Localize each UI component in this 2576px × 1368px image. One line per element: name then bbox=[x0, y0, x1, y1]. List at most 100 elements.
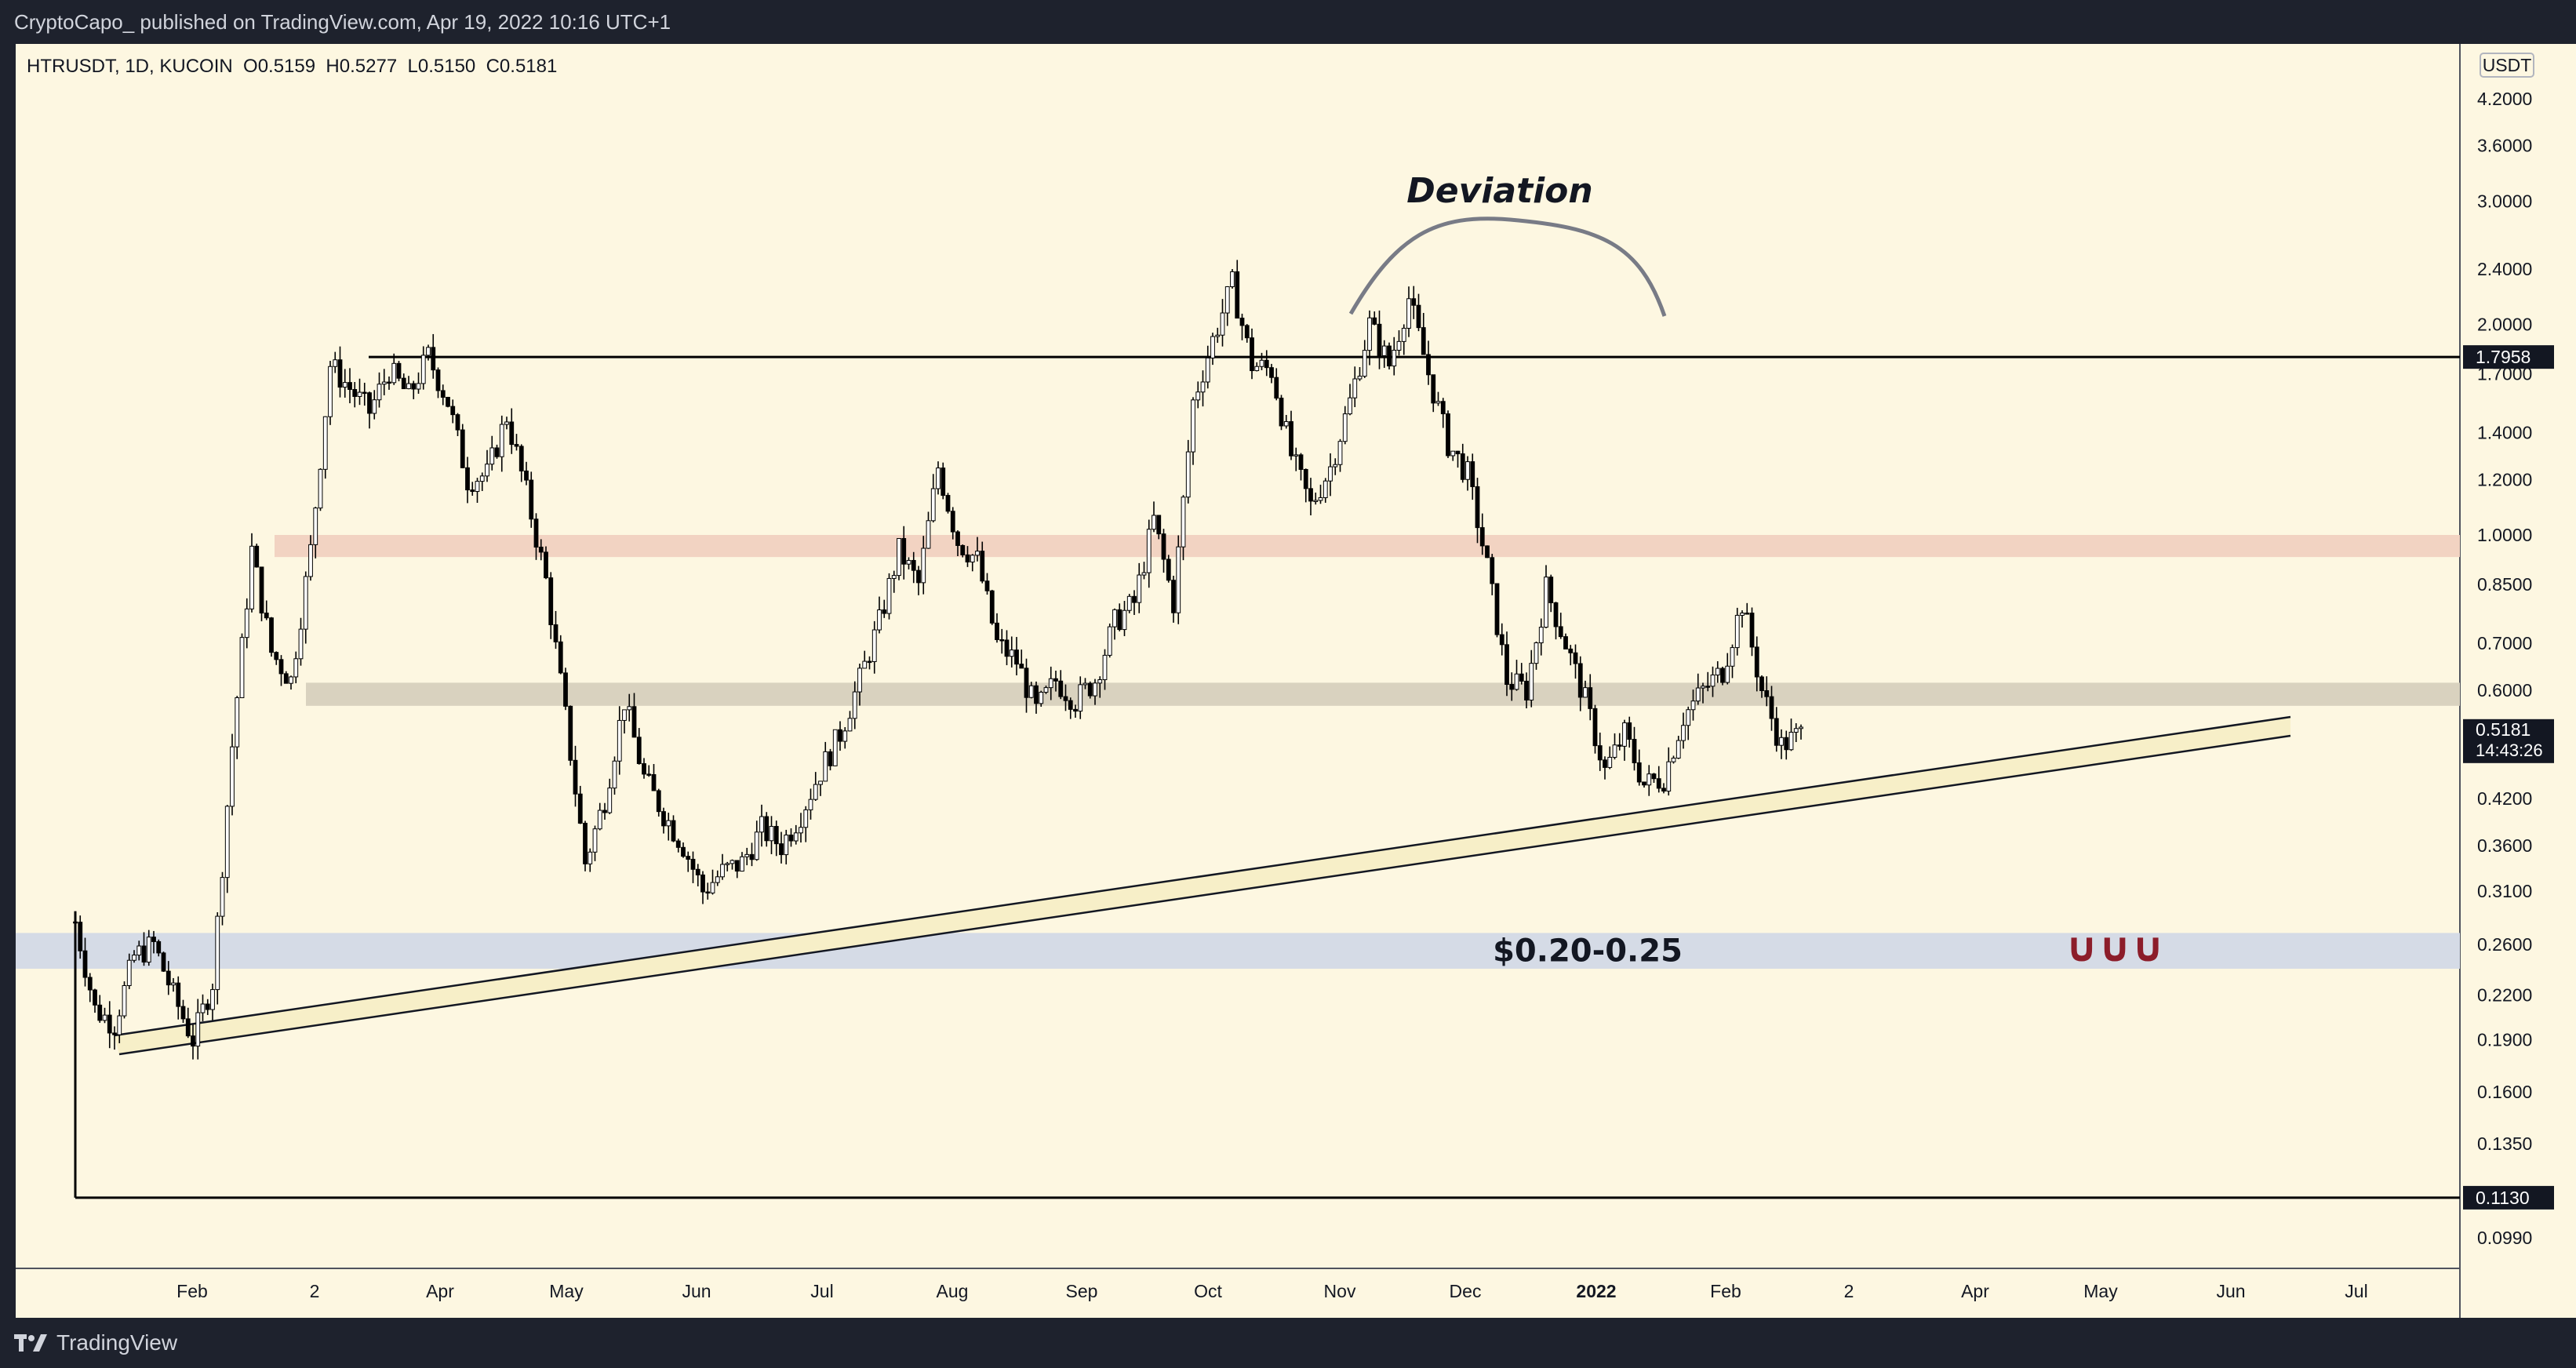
candle bbox=[102, 1007, 107, 1024]
candle-body bbox=[362, 391, 367, 395]
candle-body bbox=[799, 827, 803, 834]
publish-header: CryptoCapo_ published on TradingView.com… bbox=[0, 0, 2576, 44]
candle bbox=[1250, 328, 1254, 380]
candle-body bbox=[1406, 298, 1411, 329]
candle bbox=[989, 589, 995, 625]
candle bbox=[666, 813, 671, 841]
candle bbox=[205, 999, 210, 1015]
candle bbox=[1558, 613, 1563, 639]
candle-body bbox=[1392, 349, 1397, 367]
candle-body bbox=[686, 856, 691, 860]
candle bbox=[675, 839, 681, 853]
candle-body bbox=[1333, 464, 1338, 468]
candle-body bbox=[871, 629, 877, 662]
candle bbox=[573, 745, 578, 807]
candle bbox=[784, 829, 789, 864]
candle-body bbox=[1730, 647, 1735, 667]
candle-body bbox=[1695, 687, 1701, 702]
candle-body bbox=[544, 551, 548, 579]
candle bbox=[1426, 340, 1431, 385]
candle-body bbox=[631, 706, 637, 738]
candle bbox=[1024, 658, 1029, 713]
candle-body bbox=[661, 811, 666, 827]
magnet-icon: ∪∪∪ bbox=[2065, 925, 2165, 972]
price-axis[interactable] bbox=[2460, 44, 2576, 1318]
candle-body bbox=[1720, 668, 1725, 683]
candle bbox=[298, 617, 304, 666]
candle bbox=[1509, 672, 1515, 701]
candle-body bbox=[1185, 451, 1191, 498]
candle bbox=[1132, 590, 1137, 615]
candle bbox=[82, 937, 88, 987]
candle-body bbox=[431, 347, 436, 371]
candle bbox=[1730, 644, 1735, 679]
candle bbox=[1524, 672, 1529, 709]
candle-body bbox=[1642, 781, 1646, 786]
price-tick-label: 0.4200 bbox=[2477, 788, 2532, 809]
candle-body bbox=[337, 359, 343, 388]
candle-body bbox=[1431, 374, 1436, 404]
candle-body bbox=[941, 468, 946, 497]
currency-badge-box[interactable] bbox=[2480, 53, 2534, 78]
candle bbox=[1039, 690, 1044, 707]
price-tick-label: 1.0000 bbox=[2477, 525, 2532, 545]
candle bbox=[1494, 583, 1500, 638]
candle-body bbox=[636, 737, 642, 765]
candle-body bbox=[1651, 773, 1657, 780]
candle-body bbox=[995, 622, 999, 640]
candle-body bbox=[146, 937, 151, 963]
candle-body bbox=[568, 705, 573, 761]
candle bbox=[823, 741, 828, 782]
candle-body bbox=[911, 559, 916, 571]
candle bbox=[479, 472, 485, 491]
horizontal-levels bbox=[75, 355, 2460, 1199]
candle bbox=[504, 417, 509, 430]
tradingview-brand[interactable]: TradingView bbox=[14, 1330, 177, 1355]
candle-body bbox=[1690, 700, 1696, 711]
candle bbox=[1465, 456, 1470, 491]
candle-body bbox=[1475, 486, 1480, 529]
plot-area[interactable] bbox=[16, 44, 2460, 1268]
candle bbox=[1563, 633, 1568, 649]
candle bbox=[548, 572, 554, 639]
candle bbox=[1392, 337, 1397, 376]
candle-body bbox=[1191, 399, 1195, 453]
candle bbox=[1087, 681, 1093, 699]
candle bbox=[1632, 726, 1637, 771]
candle bbox=[455, 413, 460, 436]
candle-body bbox=[793, 832, 799, 842]
time-tick-label: Apr bbox=[426, 1281, 454, 1301]
candle bbox=[333, 351, 338, 373]
candle-body bbox=[955, 531, 960, 546]
candle-body bbox=[289, 676, 293, 684]
candle bbox=[1538, 618, 1544, 656]
candle bbox=[176, 976, 181, 1020]
candle bbox=[1705, 671, 1711, 692]
candle bbox=[602, 802, 607, 820]
candle-body bbox=[1367, 317, 1372, 351]
candle bbox=[1421, 312, 1426, 355]
price-chart[interactable]: Deviation $0.20-0.25 ∪∪∪ HTRUSDT, 1D, KU… bbox=[0, 0, 2576, 1318]
candle-body bbox=[1195, 391, 1201, 401]
candle bbox=[980, 541, 985, 584]
candle bbox=[867, 656, 872, 670]
candle-body bbox=[220, 877, 225, 917]
candle-body bbox=[259, 566, 264, 614]
candle-body bbox=[322, 416, 328, 470]
candle bbox=[627, 693, 632, 722]
candle-body bbox=[215, 915, 220, 991]
candle-body bbox=[577, 793, 583, 824]
candle-body bbox=[352, 389, 358, 397]
candle-body bbox=[1181, 497, 1186, 548]
candle bbox=[1352, 366, 1358, 408]
candle bbox=[1769, 686, 1774, 731]
candle bbox=[1152, 501, 1156, 533]
time-axis[interactable] bbox=[16, 1269, 2460, 1318]
candle bbox=[1073, 704, 1078, 718]
candle-body bbox=[435, 369, 441, 391]
time-tick-label: Feb bbox=[176, 1281, 208, 1301]
candle bbox=[533, 513, 539, 560]
candle-body bbox=[1568, 648, 1574, 653]
candle-body bbox=[1421, 327, 1426, 355]
candle bbox=[955, 530, 960, 557]
